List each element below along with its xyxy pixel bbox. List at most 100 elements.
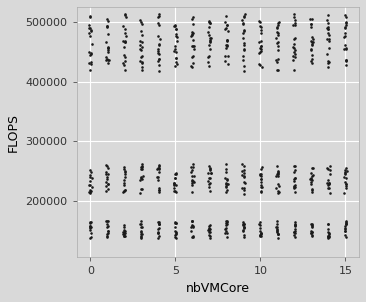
Point [292,22,298,27]
Point [325,181,330,185]
Point [105,219,111,223]
Point [87,224,93,229]
Point [258,30,264,35]
Point [138,28,143,33]
Point [86,190,92,194]
Point [139,44,145,49]
Point [173,171,179,176]
Point [122,26,127,31]
Point [274,235,280,240]
Point [155,230,161,235]
Point [257,221,262,226]
Point [190,37,195,42]
Point [105,223,111,228]
Point [87,190,93,195]
Point [190,31,196,35]
Point [224,181,230,186]
Point [223,229,229,233]
Point [190,54,195,59]
Point [223,226,228,231]
Point [206,230,212,235]
Point [258,24,264,29]
Point [291,50,297,54]
Point [206,53,212,58]
Point [326,234,332,239]
Point [155,230,161,234]
Point [225,29,231,34]
Point [309,40,315,44]
Point [207,39,213,44]
Point [325,166,331,171]
Point [122,40,128,45]
Point [103,219,109,223]
Point [292,227,298,232]
Point [105,46,111,51]
Point [257,20,263,24]
Point [190,165,196,170]
Point [308,21,314,26]
Point [325,222,330,226]
Point [292,55,298,60]
Point [257,228,263,233]
Point [104,164,110,169]
Point [308,58,314,63]
Point [291,185,297,189]
Point [120,230,126,235]
Point [292,51,298,56]
Point [139,64,145,69]
Point [171,24,177,28]
Point [156,167,162,172]
Point [205,55,211,60]
Point [121,227,127,232]
Point [273,58,279,63]
Point [139,166,145,171]
Point [138,187,144,191]
Point [308,180,314,185]
Point [276,190,281,194]
Point [257,23,262,28]
Point [190,21,196,26]
Point [172,225,178,230]
Point [104,225,110,230]
Point [239,185,245,190]
Point [189,64,195,69]
Point [292,175,298,180]
Point [121,225,127,230]
Point [105,61,111,66]
Point [258,43,264,48]
Point [222,27,228,32]
Point [273,226,279,231]
Point [89,176,94,181]
Point [123,12,128,17]
Point [190,233,196,238]
Point [208,223,213,228]
Point [189,219,195,223]
Point [138,219,144,223]
Point [172,44,178,49]
Point [325,12,331,17]
Point [223,184,228,188]
Point [224,44,230,49]
Point [137,38,143,43]
Point [291,12,297,17]
Point [257,172,263,176]
Point [257,219,263,224]
Point [208,176,213,181]
Point [343,169,348,174]
Point [342,168,348,172]
Point [291,184,297,189]
Point [274,25,280,30]
Point [325,222,330,226]
Point [225,182,231,187]
Point [242,185,247,190]
Point [223,223,229,228]
Point [309,39,314,44]
Point [307,177,313,182]
Point [138,20,144,24]
Point [274,171,280,176]
Point [156,52,162,57]
Point [309,190,315,194]
Point [103,172,109,177]
Point [258,180,264,185]
Point [325,27,331,32]
